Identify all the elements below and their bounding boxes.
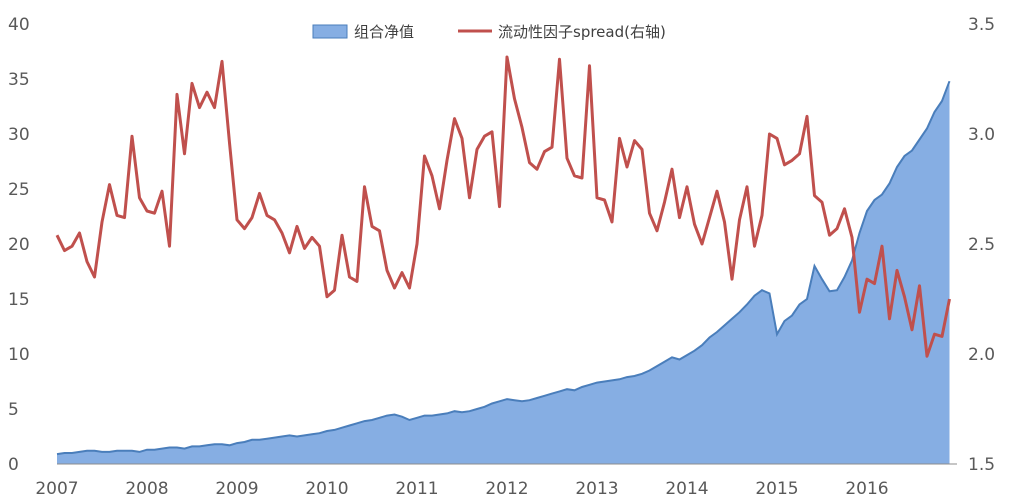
x-tick-label: 2008 [125,479,168,499]
legend-label-liquidity-spread: 流动性因子spread(右轴) [498,23,666,41]
line-layer [55,55,951,358]
y-left-tick-label: 30 [8,125,30,145]
y-left-tick-label: 35 [8,70,30,90]
y-left-tick-label: 40 [8,15,30,35]
x-tick-label: 2011 [395,479,438,499]
y-left-tick-label: 25 [8,180,30,200]
x-tick-label: 2009 [215,479,258,499]
x-tick-label: 2012 [485,479,528,499]
x-tick-label: 2014 [665,479,708,499]
y-right-tick-label: 1.5 [968,455,995,475]
series-line-liquidity-spread [55,55,951,358]
y-left-tick-label: 20 [8,235,30,255]
legend: 组合净值 流动性因子spread(右轴) [312,23,666,41]
x-tick-label: 2013 [575,479,618,499]
y-right-tick-label: 3.5 [968,15,995,35]
y-left-tick-label: 15 [8,290,30,310]
x-tick-label: 2007 [35,479,78,499]
y-right-tick-label: 2.5 [968,235,995,255]
series-area-fill [57,81,950,464]
series-area-edge [56,80,951,456]
y-left-tick-label: 5 [8,400,19,420]
y-left-tick-label: 0 [8,455,19,475]
area-layer [56,80,951,464]
x-tick-label: 2015 [755,479,798,499]
x-tick-label: 2010 [305,479,348,499]
y-left-tick-label: 10 [8,345,30,365]
x-tick-label: 2016 [845,479,888,499]
y-right-tick-label: 3.0 [968,125,995,145]
y-right-tick-label: 2.0 [968,345,995,365]
axes-layer: 2007 2008 2009 2010 2011 2012 2013 2014 2015 2016… [8,15,995,499]
legend-area-swatch [312,24,348,39]
legend-label-portfolio-nav: 组合净值 [354,23,414,41]
